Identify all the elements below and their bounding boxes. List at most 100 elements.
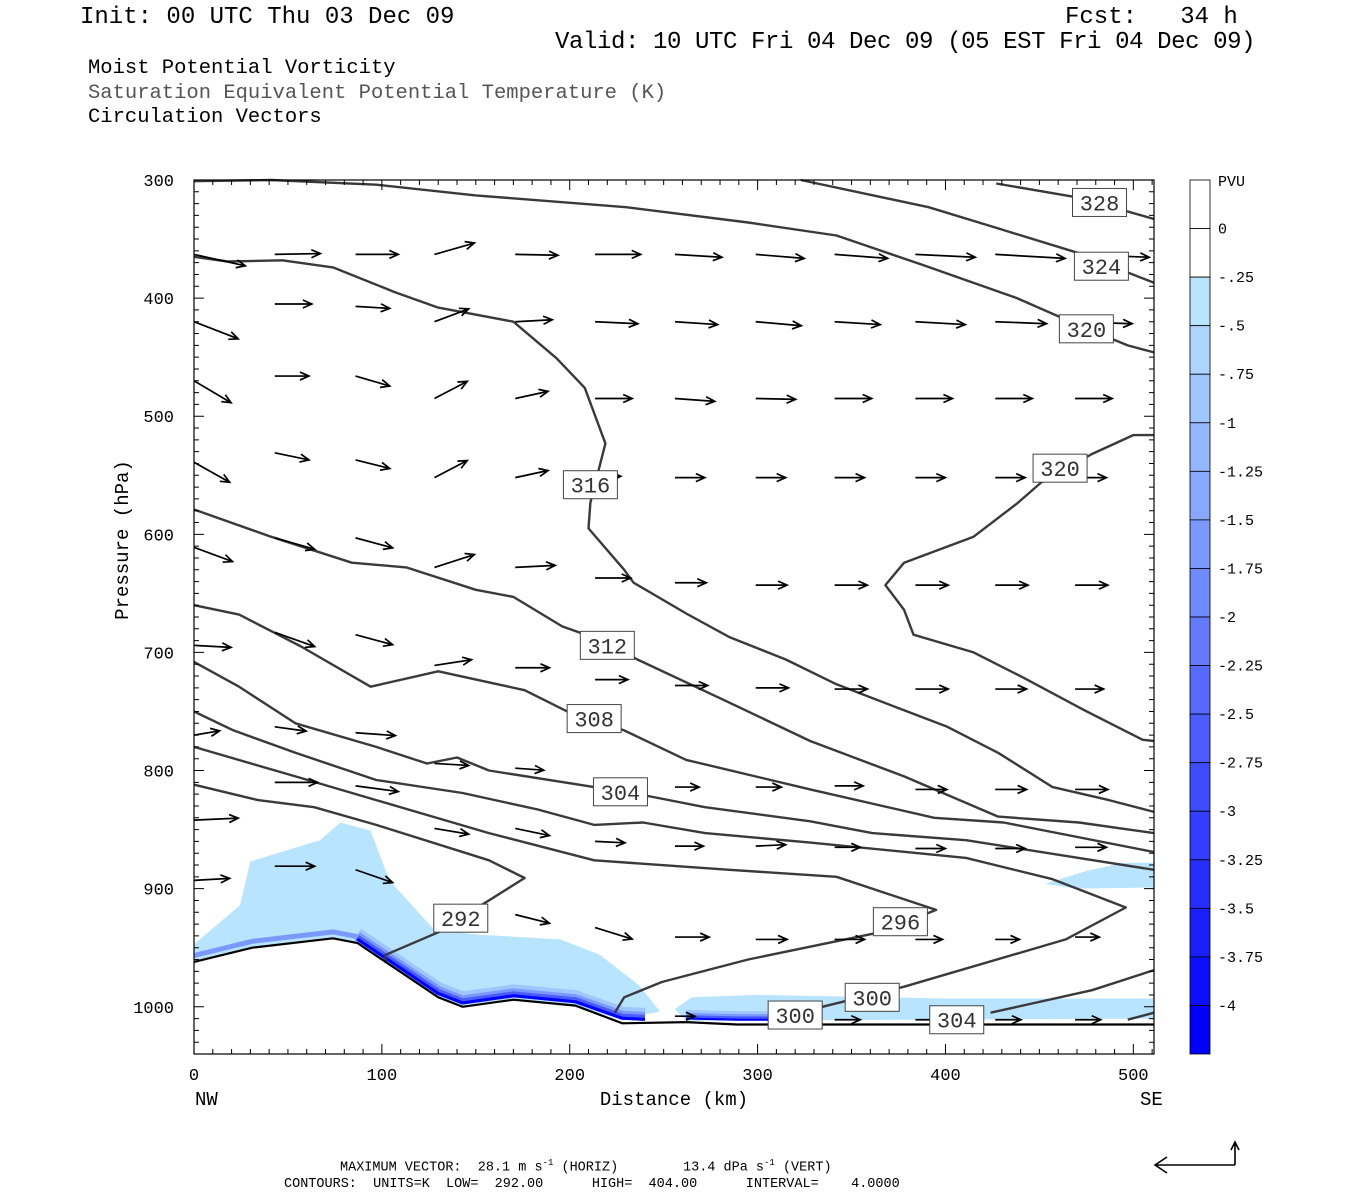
y-axis-label: Pressure (hPa) — [112, 460, 134, 620]
contour-label: 292 — [441, 908, 481, 933]
vector-arrow — [434, 552, 477, 569]
vector-arrow — [355, 785, 401, 796]
pv-region — [1045, 862, 1154, 889]
vector-arrow — [274, 537, 317, 552]
x-right-label: SE — [1140, 1089, 1163, 1111]
x-tick-label: 200 — [554, 1067, 585, 1086]
wind-vector — [595, 837, 628, 848]
x-left-label: NW — [195, 1089, 218, 1111]
vert-value: 13.4 dPa s — [683, 1160, 765, 1176]
vector-arrow — [274, 371, 312, 381]
wind-vector — [674, 841, 706, 851]
wind-vector — [193, 813, 241, 824]
y-tick-label: 1000 — [133, 1000, 174, 1019]
wind-vector — [355, 249, 401, 260]
vector-arrow — [995, 843, 1028, 854]
wind-vector — [755, 782, 784, 792]
vector-arrow — [674, 1011, 697, 1021]
wind-vector — [434, 459, 470, 479]
y-tick-label: 900 — [143, 882, 174, 901]
wind-vector — [674, 395, 717, 406]
vector-arrow — [355, 868, 395, 885]
vector-arrow — [755, 394, 798, 404]
wind-vector — [1075, 842, 1109, 853]
wind-vector — [995, 1014, 1023, 1025]
y-tick-label: 500 — [143, 409, 174, 428]
vector-arrow — [595, 393, 635, 404]
wind-vector — [434, 827, 471, 838]
vector-arrow — [834, 781, 866, 791]
vector-arrow — [193, 253, 248, 269]
vector-arrow — [915, 393, 955, 404]
horiz-tag: (HORIZ) — [561, 1160, 619, 1176]
vector-arrow — [755, 840, 788, 850]
vector-arrow — [193, 320, 241, 341]
vector-arrow — [355, 303, 392, 313]
colorbar-bin — [1189, 470, 1211, 521]
vector-arrow — [834, 580, 870, 590]
wind-vector — [193, 546, 235, 564]
wind-vector — [434, 656, 474, 667]
wind-vector — [515, 827, 552, 839]
wind-vector — [274, 248, 323, 259]
vector-arrow — [274, 725, 309, 735]
vector-arrow — [595, 318, 640, 329]
vector-arrow — [915, 684, 951, 694]
wind-vector — [755, 394, 798, 404]
vector-arrow — [274, 631, 317, 649]
terrain — [193, 937, 1154, 1026]
colorbar-bin — [1189, 1005, 1211, 1055]
vector-arrow — [995, 784, 1029, 795]
wind-vector — [274, 537, 317, 552]
wind-vector — [595, 249, 643, 260]
wind-vector — [915, 580, 951, 590]
vector-arrow — [355, 537, 395, 551]
colorbar-label: 0 — [1218, 222, 1227, 239]
wind-vector — [995, 684, 1029, 694]
colorbar: 0 -.25 -.5 -.75 -1 -1.25 -1.5 -1.75 -2 -2.25 -2.5 -… — [1189, 179, 1263, 1055]
contour-label: 320 — [1067, 319, 1107, 344]
vector-arrow — [594, 926, 635, 942]
wind-vector — [515, 764, 546, 775]
wind-vector — [355, 730, 398, 740]
vector-arrow — [995, 472, 1028, 483]
colorbar-label: -3 — [1218, 804, 1236, 821]
wind-vector — [355, 633, 395, 648]
vector-arrow — [1075, 932, 1102, 942]
wind-vector — [915, 393, 955, 404]
colorbar-bin — [1189, 325, 1211, 375]
vector-arrow — [834, 319, 883, 329]
contour-label-box — [579, 630, 635, 660]
colorbar-label: -.75 — [1218, 367, 1254, 384]
colorbar-label: -2 — [1218, 610, 1236, 627]
wind-vector — [355, 537, 395, 551]
vector-arrow — [674, 932, 712, 942]
wind-vector — [834, 684, 870, 694]
vector-arrow — [834, 934, 867, 945]
vector-arrow — [515, 663, 552, 673]
contour-320 — [193, 178, 1155, 354]
contour-316 — [193, 255, 1155, 814]
wind-vector — [915, 784, 949, 795]
wind-vector — [834, 781, 866, 791]
vector-arrow — [274, 248, 323, 259]
wind-vector — [1075, 1014, 1103, 1025]
contour-308 — [1127, 1011, 1155, 1021]
wind-vector — [515, 561, 558, 571]
y-tick-label: 700 — [143, 645, 174, 664]
wind-vector — [515, 315, 555, 325]
vector-arrow — [274, 451, 312, 463]
wind-vector — [995, 472, 1028, 483]
wind-vector — [995, 784, 1029, 795]
colorbar-bin — [1189, 810, 1211, 861]
pv-core-band — [356, 937, 645, 1021]
wind-vector — [193, 253, 248, 269]
colorbar-label: -3.5 — [1218, 901, 1254, 918]
vector-arrow — [674, 319, 720, 329]
wind-vector — [355, 303, 392, 313]
vector-arrow — [595, 674, 630, 685]
colorbar-bin — [1189, 665, 1211, 715]
colorbar-label: -.5 — [1218, 319, 1245, 336]
vector-arrow — [834, 252, 890, 263]
vector-arrow — [995, 318, 1049, 329]
